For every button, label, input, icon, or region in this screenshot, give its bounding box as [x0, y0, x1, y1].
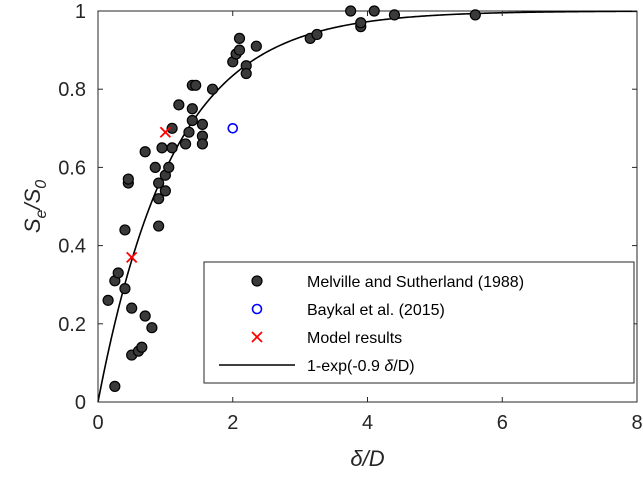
data-point	[126, 251, 138, 263]
data-point	[153, 193, 165, 205]
y-title-main: S	[20, 218, 45, 233]
data-point	[166, 122, 178, 134]
y-tick-label: 0	[75, 392, 86, 414]
data-point	[139, 310, 151, 322]
data-point	[179, 138, 192, 150]
legend-entry: Model results	[251, 330, 402, 347]
data-point	[196, 118, 209, 130]
x-tick-label: 2	[227, 412, 238, 434]
data-point	[119, 224, 131, 236]
data-point	[122, 173, 134, 185]
data-point	[153, 177, 165, 189]
data-point	[159, 185, 171, 197]
y-title-sub2: 0	[33, 180, 50, 189]
data-point	[206, 83, 219, 95]
legend-marker	[251, 303, 263, 315]
x-tick-label: 8	[631, 412, 642, 434]
data-point	[227, 123, 239, 134]
x-tick-label: 4	[362, 412, 373, 434]
marker-layer	[102, 5, 481, 392]
y-tick-label: 0.4	[58, 236, 86, 258]
y-title-sub1: e	[33, 209, 50, 218]
legend-label: Baykal et al. (2015)	[307, 302, 445, 319]
data-point	[149, 161, 161, 173]
x-tick-label: 0	[92, 412, 103, 434]
y-tick-label: 0.8	[58, 79, 86, 101]
data-point	[233, 32, 246, 44]
data-point	[196, 138, 209, 150]
data-point	[355, 17, 367, 29]
data-point	[368, 5, 380, 17]
data-point	[166, 142, 178, 154]
data-point	[345, 5, 357, 17]
data-point	[136, 341, 148, 353]
data-point	[163, 161, 175, 173]
y-tick-label: 0.6	[58, 157, 86, 179]
legend: Melville and Sutherland (1988) Baykal et …	[203, 261, 635, 384]
legend-entry: 1-exp(-0.9 δ/D)	[219, 358, 415, 375]
legend-marker	[251, 331, 263, 343]
data-point	[109, 380, 121, 392]
y-title-sep: /S	[20, 188, 45, 211]
data-point	[469, 9, 481, 21]
data-point	[311, 28, 323, 41]
data-point	[186, 103, 198, 115]
data-point	[126, 302, 138, 314]
x-tick-label: 6	[497, 412, 508, 434]
data-point	[119, 283, 131, 295]
data-point	[186, 114, 198, 127]
data-point	[173, 99, 185, 111]
data-point	[102, 294, 114, 306]
legend-entry: Baykal et al. (2015)	[251, 302, 445, 319]
legend-label: Model results	[307, 330, 402, 347]
data-point	[139, 146, 151, 158]
data-point	[190, 79, 202, 91]
data-point	[159, 126, 172, 138]
data-point	[250, 40, 262, 52]
data-point	[146, 322, 158, 334]
legend-label: 1-exp(-0.9 δ/D)	[307, 358, 415, 375]
data-point	[183, 126, 195, 138]
y-tick-label: 1	[75, 1, 86, 23]
y-axis-title: Se/S0	[20, 180, 50, 233]
data-point	[153, 220, 165, 232]
data-point	[233, 44, 246, 56]
legend-entry: Melville and Sutherland (1988)	[251, 274, 524, 291]
data-point	[112, 267, 124, 279]
tick-layer: 0 2 4 6 8 0 0.2 0.4 0.6 0.8 1	[58, 1, 642, 434]
data-point	[240, 67, 252, 80]
y-tick-label: 0.2	[58, 314, 86, 336]
legend-box	[203, 261, 635, 384]
data-point	[156, 142, 168, 154]
legend-label: Melville and Sutherland (1988)	[307, 274, 524, 291]
legend-marker	[251, 275, 263, 287]
x-axis-title: δ/D	[350, 446, 384, 471]
data-point	[388, 9, 401, 21]
